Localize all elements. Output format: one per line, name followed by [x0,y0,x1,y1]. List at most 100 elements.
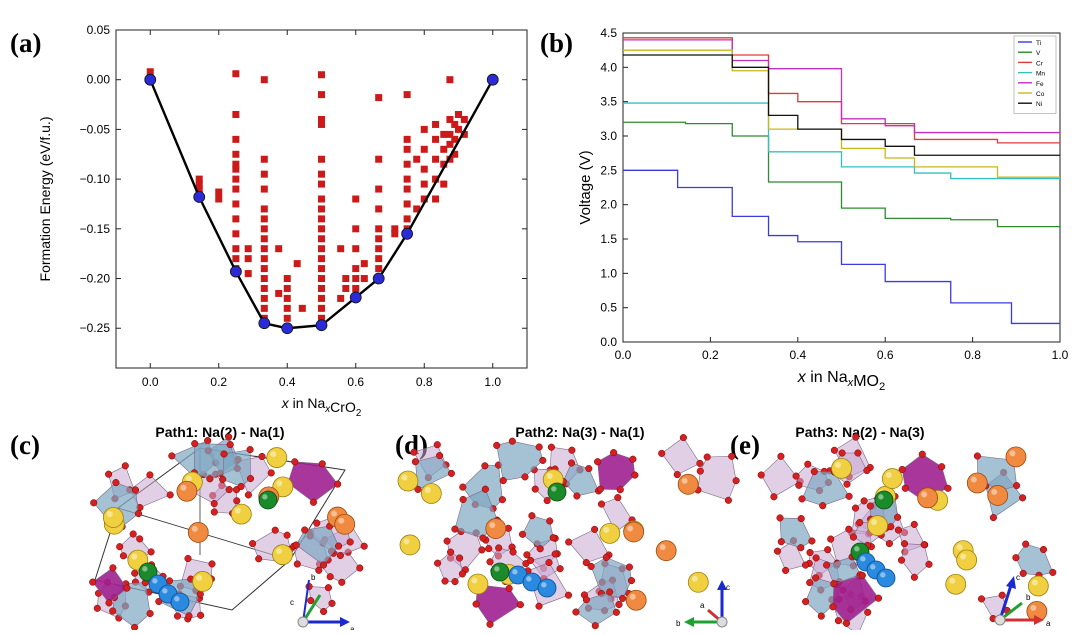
configuration-point [451,120,459,128]
oxygen-atom [528,512,536,520]
panel-label-a: (a) [10,28,41,58]
oxygen-atom [319,561,328,569]
sodium-atom-alt [917,487,939,509]
oxygen-atom [479,534,487,542]
configuration-point [360,260,368,268]
configuration-point [275,289,283,297]
tetrahedron [697,455,737,501]
axis-label-b: b [311,573,316,582]
configuration-point [352,275,360,283]
series-line-ni [623,54,1060,156]
configuration-point [260,304,268,312]
configuration-point [260,205,268,213]
oxygen-atom [531,485,539,493]
oxygen-atom [894,513,902,521]
oxygen-atom [267,469,275,477]
oxygen-atom [447,548,455,556]
sodium-atom-highlight [871,519,878,526]
migrating-sodium-atom [258,490,278,510]
configuration-point [318,284,325,292]
oxygen-atom [864,608,872,616]
oxygen-atom [146,471,154,479]
oxygen-atom [829,603,837,611]
configuration-point [360,275,368,283]
hull-point [349,291,362,304]
formation-energy-chart: 0.0 0.2 0.4 0.6 0.8 1.0 0.05 0.00 −0.05 −0.10 −0.1… [37,23,528,419]
tetrahedron [661,437,701,475]
configuration-point [318,235,325,243]
configuration-point [318,180,325,188]
oxygen-atom [625,563,633,571]
oxygen-atom [313,519,321,527]
oxygen-atom [845,492,853,500]
configuration-point [420,165,428,173]
y-tick-label: 0.0 [600,335,617,349]
configuration-point [260,76,268,84]
configuration-point [391,230,399,238]
sodium-atom-highlight [234,507,241,514]
oxygen-atom [798,495,806,503]
oxygen-atom [549,534,557,542]
oxygen-atom [271,526,279,534]
oxygen-atom [539,456,547,464]
sodium-atom-alt-highlight [1009,450,1016,457]
configuration-point [446,115,454,123]
oxygen-atom [724,496,732,504]
oxygen-atom [920,541,928,549]
oxygen-atom [545,559,553,567]
migration-path-atom-highlight [541,582,547,588]
hull-point [486,73,499,86]
configuration-point [232,111,240,118]
sodium-atom-highlight [1031,579,1038,586]
oxygen-atom [564,591,573,599]
oxygen-atom [518,530,527,538]
sodium-atom-highlight [471,577,478,584]
oxygen-atom [797,515,805,523]
oxygen-atom [573,492,581,500]
oxygen-atom [587,562,595,570]
sodium-atom-alt [485,518,507,539]
configuration-point [342,284,350,292]
configuration-point [232,135,240,143]
oxygen-atom [509,548,517,556]
y-tick-label: 1.5 [600,232,617,246]
oxygen-atom [226,441,234,449]
configuration-point [318,314,325,322]
oxygen-atom [411,458,419,466]
oxygen-atom [977,595,986,603]
sodium-atom-alt-highlight [191,525,198,532]
configuration-point [391,225,399,233]
oxygen-atom [863,466,871,475]
sodium-atom-alt-highlight [331,510,338,517]
voltage-profile-chart: 0.0 0.2 0.4 0.6 0.8 1.0 0.0 0.5 1.0 1.5 2.0 2.5 3.0 3… [577,26,1069,393]
oxygen-atom [673,471,681,479]
sodium-atom-highlight [185,475,192,482]
configuration-point [283,314,291,322]
oxygen-atom [591,525,599,533]
y-axis-label: Formation Energy (eV/f.u.) [37,117,53,282]
sodium-atom [945,573,967,595]
configuration-point [375,265,383,273]
configuration-point [260,275,268,283]
oxygen-atom [851,504,860,512]
hull-point [315,319,328,332]
x-tick-label: 0.6 [347,375,364,389]
oxygen-atom [616,486,624,494]
configuration-point [432,175,440,183]
configuration-point [352,195,360,203]
oxygen-atom [938,463,946,471]
oxygen-atom [184,554,192,563]
oxygen-atom [210,500,218,508]
x-axis-label: x in NaxCrO2 [281,395,362,419]
sodium-atom-alt [987,485,1009,506]
oxygen-atom [244,491,252,499]
oxygen-atom [852,433,860,441]
configuration-point [260,155,268,163]
oxygen-atom [898,465,906,474]
oxygen-atom [89,578,97,586]
oxygen-atom [812,574,820,582]
configuration-point [352,245,360,253]
sodium-atom [467,573,489,595]
configuration-point [215,195,223,203]
sodium-atom-alt-highlight [991,488,998,495]
